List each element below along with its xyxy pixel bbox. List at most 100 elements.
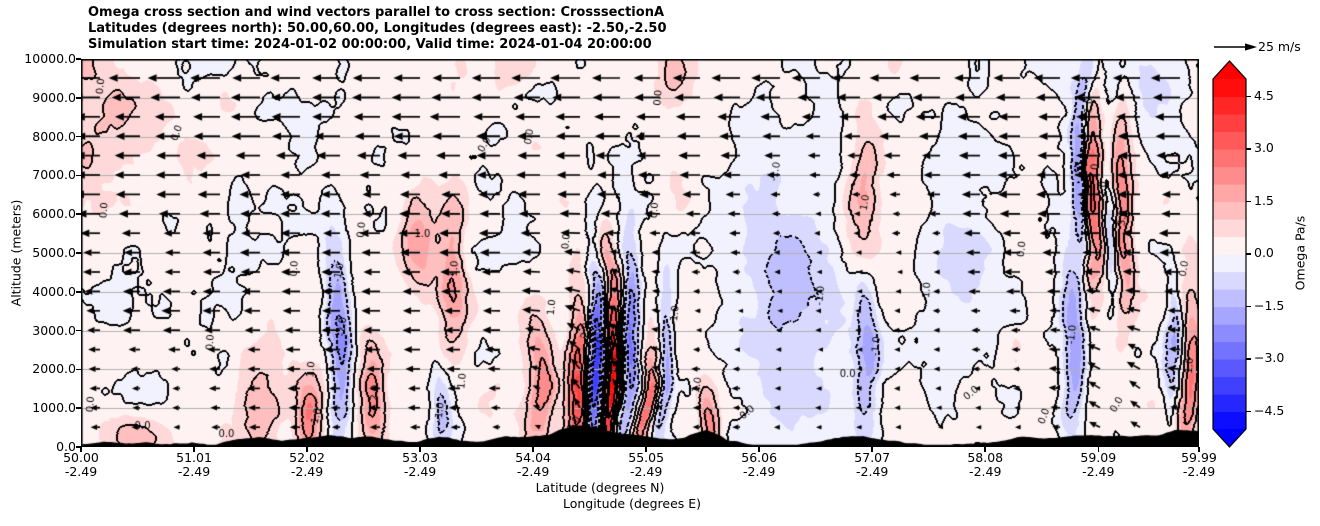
- y-axis-label: Altitude (meters): [8, 199, 24, 307]
- x-tick-latitude: 54.04: [515, 450, 552, 465]
- x-axis-label-latitude: Latitude (degrees N): [535, 480, 665, 495]
- colorbar-label: Omega Pa/s: [1292, 215, 1308, 291]
- x-tick-mark: [871, 447, 873, 452]
- x-tick-mark: [1097, 447, 1100, 452]
- colorbar-band: [1213, 254, 1246, 273]
- x-tick-longitude: -2.49: [856, 464, 889, 479]
- y-tick-label: 3000.0: [32, 322, 76, 338]
- y-tick-mark: [76, 135, 81, 138]
- colorbar-tick-label: 4.5: [1254, 87, 1274, 103]
- colorbar-band: [1213, 394, 1246, 413]
- x-tick-label: 53.03 -2.49: [402, 451, 438, 479]
- colorbar-tick-mark: [1246, 305, 1251, 308]
- colorbar-band: [1213, 149, 1246, 168]
- colorbar-tick-mark: [1246, 253, 1251, 255]
- y-tick-label: 5000.0: [32, 245, 76, 260]
- x-tick-latitude: 53.03: [402, 450, 438, 465]
- y-tick-label: 6000.0: [32, 206, 76, 222]
- colorbar-band: [1213, 376, 1246, 395]
- x-tick-label: 50.00 -2.49: [63, 451, 99, 479]
- cross-section-plot-canvas: [81, 59, 1199, 447]
- colorbar-band: [1213, 236, 1246, 255]
- colorbar-tick-mark: [1246, 358, 1251, 360]
- colorbar-extend-min: [1213, 429, 1246, 447]
- colorbar-band: [1213, 306, 1246, 325]
- x-tick-longitude: -2.49: [516, 464, 550, 479]
- chart-title-line-3: Simulation start time: 2024-01-02 00:00:…: [88, 37, 652, 52]
- colorbar-tick-label: −1.5: [1254, 297, 1285, 313]
- chart-title-block: Omega cross section and wind vectors par…: [88, 5, 667, 53]
- x-tick-label: 57.07 -2.49: [854, 451, 890, 479]
- x-tick-mark: [532, 447, 534, 452]
- colorbar-tick-label: −4.5: [1254, 402, 1285, 418]
- x-tick-longitude: -2.49: [1182, 464, 1216, 479]
- colorbar-extend-max: [1213, 61, 1246, 79]
- x-axis-label-longitude: Longitude (degrees E): [562, 496, 702, 511]
- colorbar-band: [1213, 114, 1246, 133]
- x-tick-longitude: -2.49: [969, 464, 1002, 479]
- colorbar-band: [1213, 219, 1246, 238]
- x-tick-longitude: -2.49: [1082, 464, 1115, 479]
- quiver-key-label: 25 m/s: [1258, 39, 1301, 54]
- y-tick-label: 8000.0: [32, 128, 76, 144]
- x-tick-latitude: 50.00: [63, 450, 99, 465]
- colorbar-tick-mark: [1246, 410, 1251, 413]
- y-tick-mark: [76, 58, 81, 60]
- x-tick-mark: [306, 447, 308, 452]
- y-tick-mark: [76, 291, 81, 293]
- x-tick-mark: [758, 447, 760, 452]
- y-tick-mark: [76, 407, 81, 409]
- colorbar-band: [1213, 131, 1246, 150]
- x-tick-label: 56.06 -2.49: [741, 451, 777, 479]
- x-tick-label: 55.05 -2.49: [628, 451, 664, 479]
- colorbar-band: [1213, 184, 1246, 203]
- chart-title-line-1: Omega cross section and wind vectors par…: [88, 5, 665, 20]
- x-tick-latitude: 52.02: [289, 450, 325, 465]
- x-tick-longitude: -2.49: [177, 464, 211, 479]
- x-tick-latitude: 55.05: [628, 450, 665, 465]
- x-tick-label: 59.09 -2.49: [1080, 451, 1116, 479]
- x-tick-label: 52.02 -2.49: [289, 451, 325, 479]
- x-tick-longitude: -2.49: [290, 464, 324, 479]
- y-tick-mark: [76, 174, 81, 177]
- x-tick-latitude: 56.06: [741, 450, 778, 465]
- colorbar-band: [1213, 324, 1246, 343]
- y-tick-mark: [76, 252, 81, 254]
- x-tick-mark: [984, 447, 986, 452]
- y-tick-mark: [76, 97, 81, 99]
- colorbar-outline: [1212, 60, 1247, 448]
- colorbar-band: [1213, 341, 1246, 360]
- colorbar-band: [1213, 96, 1246, 115]
- colorbar-tick-mark: [1246, 95, 1251, 98]
- colorbar-band: [1213, 79, 1246, 98]
- x-tick-mark: [193, 447, 195, 452]
- y-tick-mark: [76, 446, 81, 448]
- colorbar: [1212, 60, 1247, 448]
- x-tick-latitude: 59.99: [1181, 450, 1217, 465]
- y-tick-mark: [76, 329, 81, 332]
- x-tick-longitude: -2.49: [403, 464, 437, 479]
- x-tick-label: 51.01 -2.49: [176, 451, 212, 479]
- x-tick-latitude: 57.07: [854, 450, 891, 465]
- colorbar-tick-mark: [1246, 200, 1251, 203]
- quiver-key-arrow: [1214, 43, 1257, 51]
- colorbar-band: [1213, 271, 1246, 290]
- colorbar-tick-label: 0.0: [1254, 245, 1274, 260]
- y-tick-label: 9000.0: [32, 89, 76, 105]
- y-tick-label: 10000.0: [24, 51, 76, 66]
- y-tick-label: 4000.0: [32, 283, 76, 299]
- x-tick-label: 59.99 -2.49: [1181, 451, 1217, 479]
- colorbar-band: [1213, 166, 1246, 185]
- x-tick-longitude: -2.49: [742, 464, 776, 479]
- colorbar-band: [1213, 201, 1246, 220]
- colorbar-band: [1213, 411, 1246, 430]
- y-tick-label: 0.0: [56, 439, 76, 454]
- y-tick-label: 2000.0: [32, 361, 76, 377]
- x-tick-latitude: 51.01: [176, 450, 212, 465]
- x-tick-mark: [1198, 447, 1200, 452]
- y-tick-label: 7000.0: [32, 167, 76, 183]
- x-tick-mark: [80, 447, 82, 452]
- chart-title-line-2: Latitudes (degrees north): 50.00,60.00, …: [88, 21, 667, 36]
- colorbar-tick-mark: [1246, 148, 1251, 150]
